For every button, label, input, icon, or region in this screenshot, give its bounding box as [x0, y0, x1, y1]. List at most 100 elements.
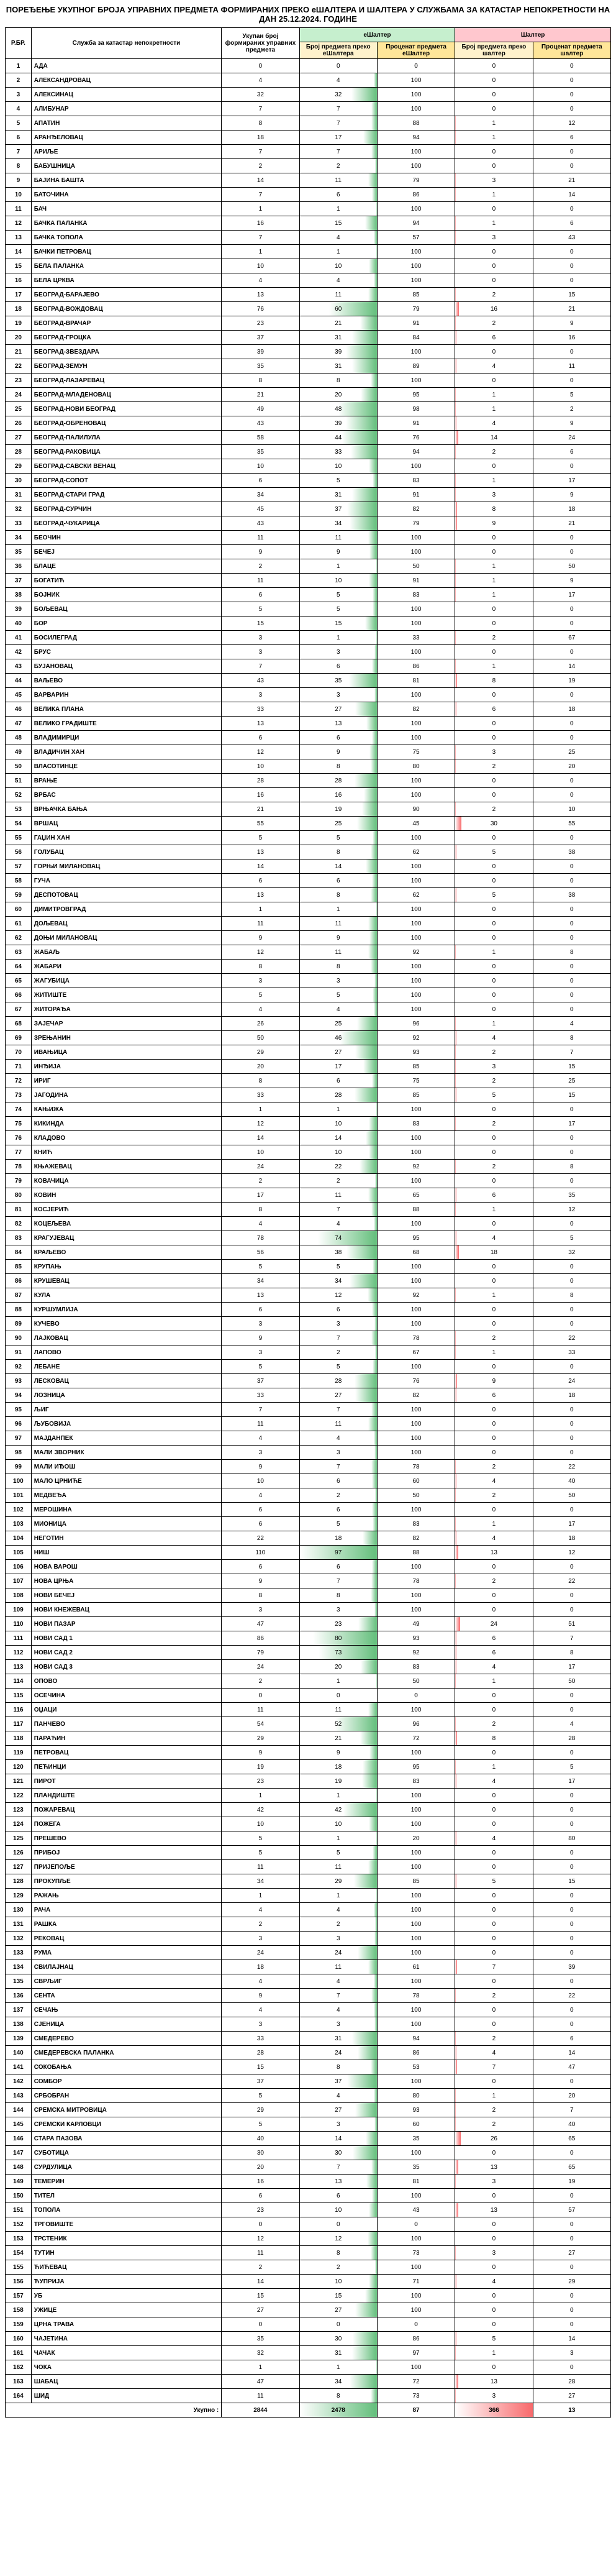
cell-count-e: 3 — [299, 645, 377, 659]
cell-count-e: 31 — [299, 488, 377, 502]
cell-rb: 147 — [6, 2146, 32, 2160]
cell-rb: 148 — [6, 2160, 32, 2175]
cell-pct-s: 0 — [533, 1903, 610, 1917]
cell-count-e: 1 — [299, 902, 377, 917]
cell-pct-s: 9 — [533, 416, 610, 431]
cell-rb: 133 — [6, 1946, 32, 1960]
cell-count-s: 13 — [455, 2160, 533, 2175]
table-row: 110НОВИ ПАЗАР4723492451 — [6, 1617, 611, 1631]
cell-pct-e: 94 — [377, 2032, 455, 2046]
cell-count-e: 14 — [299, 1131, 377, 1145]
table-row: 82КОЦЕЉЕВА4410000 — [6, 1217, 611, 1231]
cell-total: 30 — [222, 2146, 299, 2160]
cell-pct-e: 78 — [377, 1331, 455, 1345]
cell-pct-s: 17 — [533, 1117, 610, 1131]
cell-count-e: 17 — [299, 1060, 377, 1074]
cell-name: ВРАЊЕ — [31, 774, 221, 788]
cell-count-e: 25 — [299, 817, 377, 831]
table-row: 130РАЧА4410000 — [6, 1903, 611, 1917]
cell-pct-e: 75 — [377, 1074, 455, 1088]
cell-count-s: 2 — [455, 2032, 533, 2046]
cell-count-e: 5 — [299, 988, 377, 1002]
cell-pct-e: 100 — [377, 88, 455, 102]
cell-total: 4 — [222, 1974, 299, 1989]
cell-count-e: 8 — [299, 888, 377, 902]
cell-name: ЖАБАЉ — [31, 945, 221, 960]
cell-name: МАЛИ ИЂОШ — [31, 1460, 221, 1474]
cell-count-e: 6 — [299, 1474, 377, 1488]
table-row: 38БОЈНИК6583117 — [6, 588, 611, 602]
cell-total: 58 — [222, 431, 299, 445]
cell-pct-s: 0 — [533, 88, 610, 102]
cell-rb: 90 — [6, 1331, 32, 1345]
table-row: 142СОМБОР373710000 — [6, 2074, 611, 2089]
table-row: 1АДА00000 — [6, 59, 611, 73]
cell-count-e: 15 — [299, 216, 377, 231]
cell-pct-s: 0 — [533, 1689, 610, 1703]
cell-pct-e: 49 — [377, 1617, 455, 1631]
cell-pct-s: 6 — [533, 216, 610, 231]
cell-count-s: 6 — [455, 1646, 533, 1660]
cell-count-e: 9 — [299, 931, 377, 945]
cell-rb: 152 — [6, 2217, 32, 2232]
cell-count-s: 2 — [455, 1074, 533, 1088]
cell-count-e: 11 — [299, 1417, 377, 1431]
cell-total: 6 — [222, 874, 299, 888]
cell-total: 11 — [222, 2389, 299, 2403]
cell-total: 8 — [222, 116, 299, 131]
cell-name: КРАГУЈЕВАЦ — [31, 1231, 221, 1245]
cell-total: 8 — [222, 960, 299, 974]
cell-name: СТАРА ПАЗОВА — [31, 2132, 221, 2146]
cell-name: БЕОГРАД-ВРАЧАР — [31, 316, 221, 331]
cell-count-e: 6 — [299, 2189, 377, 2203]
cell-name: РАЖАЊ — [31, 1889, 221, 1903]
cell-count-s: 4 — [455, 1774, 533, 1789]
cell-pct-s: 22 — [533, 1989, 610, 2003]
cell-pct-s: 0 — [533, 645, 610, 659]
cell-count-e: 23 — [299, 1617, 377, 1631]
cell-count-s: 2 — [455, 1989, 533, 2003]
cell-count-s: 6 — [455, 1388, 533, 1403]
cell-pct-s: 0 — [533, 859, 610, 874]
cell-count-e: 31 — [299, 331, 377, 345]
cell-pct-s: 0 — [533, 688, 610, 702]
cell-count-e: 10 — [299, 1817, 377, 1831]
table-row: 24БЕОГРАД-МЛАДЕНОВАЦ21209515 — [6, 388, 611, 402]
table-row: 74КАЊИЖА1110000 — [6, 1102, 611, 1117]
cell-total: 1 — [222, 245, 299, 259]
cell-pct-s: 0 — [533, 1917, 610, 1932]
cell-name: ЛАЈКОВАЦ — [31, 1331, 221, 1345]
cell-pct-e: 86 — [377, 188, 455, 202]
cell-pct-s: 7 — [533, 1045, 610, 1060]
cell-pct-e: 100 — [377, 731, 455, 745]
table-row: 122ПЛАНДИШТЕ1110000 — [6, 1789, 611, 1803]
cell-count-e: 32 — [299, 88, 377, 102]
cell-count-e: 39 — [299, 416, 377, 431]
cell-rb: 26 — [6, 416, 32, 431]
cell-rb: 76 — [6, 1131, 32, 1145]
cell-count-e: 1 — [299, 1831, 377, 1846]
cell-pct-e: 45 — [377, 817, 455, 831]
cell-count-e: 4 — [299, 1903, 377, 1917]
table-row: 7АРИЉЕ7710000 — [6, 145, 611, 159]
cell-count-s: 4 — [455, 2046, 533, 2060]
cell-name: БАЧ — [31, 202, 221, 216]
cell-rb: 39 — [6, 602, 32, 616]
cell-count-s: 7 — [455, 2060, 533, 2074]
table-row: 53ВРЊАЧКА БАЊА211990210 — [6, 802, 611, 817]
cell-count-s: 0 — [455, 1274, 533, 1288]
cell-rb: 51 — [6, 774, 32, 788]
table-row: 134СВИЛАЈНАЦ181161739 — [6, 1960, 611, 1974]
cell-rb: 137 — [6, 2003, 32, 2017]
cell-total: 86 — [222, 1631, 299, 1646]
cell-name: БОЈНИК — [31, 588, 221, 602]
cell-pct-e: 100 — [377, 374, 455, 388]
cell-pct-s: 17 — [533, 474, 610, 488]
cell-pct-e: 95 — [377, 1760, 455, 1774]
cell-count-e: 13 — [299, 717, 377, 731]
cell-total: 9 — [222, 1746, 299, 1760]
cell-count-s: 0 — [455, 1588, 533, 1603]
cell-rb: 41 — [6, 631, 32, 645]
cell-rb: 136 — [6, 1989, 32, 2003]
cell-total: 37 — [222, 2074, 299, 2089]
